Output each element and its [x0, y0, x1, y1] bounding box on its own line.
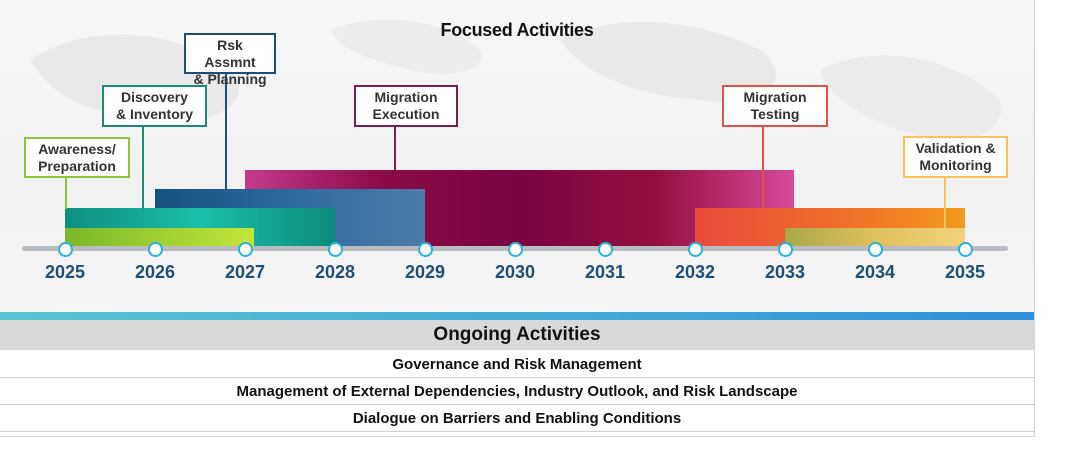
phase-label-discovery: Discovery & Inventory — [102, 85, 207, 127]
tick-dot-2027 — [238, 242, 253, 257]
tick-dot-2026 — [148, 242, 163, 257]
year-label: 2029 — [404, 262, 446, 282]
tick-dot-2029 — [418, 242, 433, 257]
year-label: 2025 — [44, 262, 86, 282]
phase-label-line: Execution — [372, 106, 440, 122]
year-label: 2028 — [314, 262, 356, 282]
phase-label-line: Preparation — [38, 158, 116, 174]
tick-dot-2028 — [328, 242, 343, 257]
tick-dot-2030 — [508, 242, 523, 257]
focused-activities-section — [0, 0, 1034, 314]
phase-label-line: Discovery — [121, 89, 188, 105]
stem-migration-execution — [394, 126, 396, 170]
section-divider-stripe — [0, 312, 1034, 320]
tick-dot-2032 — [688, 242, 703, 257]
ongoing-activity-row: Governance and Risk Management — [0, 352, 1034, 378]
roadmap-panel: Focused Activities 2025 2026 2027 2028 2… — [0, 0, 1035, 437]
stem-risk — [225, 73, 227, 189]
year-label: 2033 — [764, 262, 806, 282]
phase-label-line: & Planning — [193, 71, 267, 87]
phase-label-line: Awareness/ — [38, 141, 116, 157]
stem-discovery — [142, 125, 144, 209]
year-label: 2035 — [944, 262, 986, 282]
phase-label-line: Migration — [743, 89, 807, 105]
year-label: 2030 — [494, 262, 536, 282]
year-label: 2027 — [224, 262, 266, 282]
bar-validation-monitoring — [785, 228, 965, 247]
focused-activities-title: Focused Activities — [440, 20, 594, 40]
phase-label-line: Migration — [374, 89, 438, 105]
phase-label-line: & Inventory — [115, 106, 193, 122]
year-label: 2031 — [584, 262, 626, 282]
phase-label-awareness: Awareness/ Preparation — [24, 137, 130, 178]
tick-dot-2034 — [868, 242, 883, 257]
tick-dot-2031 — [598, 242, 613, 257]
tick-dot-2025 — [58, 242, 73, 257]
phase-label-risk: Rsk Assmnt & Planning — [184, 33, 276, 87]
phase-label-line: Monitoring — [919, 157, 992, 173]
stem-validation — [944, 177, 946, 229]
phase-label-line: Testing — [750, 106, 800, 122]
phase-label-validation: Validation & Monitoring — [903, 136, 1008, 178]
year-label: 2034 — [854, 262, 896, 282]
bar-awareness-preparation — [65, 228, 254, 247]
phase-label-line: Validation & — [915, 140, 996, 156]
tick-dot-2035 — [958, 242, 973, 257]
year-label: 2026 — [134, 262, 176, 282]
year-label: 2032 — [674, 262, 716, 282]
phase-label-migration-testing: Migration Testing — [722, 85, 828, 127]
ongoing-activities-title: Ongoing Activities — [0, 320, 1034, 350]
phase-label-line: Rsk Assmnt — [204, 37, 256, 70]
stem-migration-testing — [762, 126, 764, 209]
ongoing-activity-row: Dialogue on Barriers and Enabling Condit… — [0, 406, 1034, 432]
stem-awareness — [65, 177, 67, 209]
ongoing-activity-row: Management of External Dependencies, Ind… — [0, 379, 1034, 405]
tick-dot-2033 — [778, 242, 793, 257]
phase-label-migration-execution: Migration Execution — [354, 85, 458, 127]
